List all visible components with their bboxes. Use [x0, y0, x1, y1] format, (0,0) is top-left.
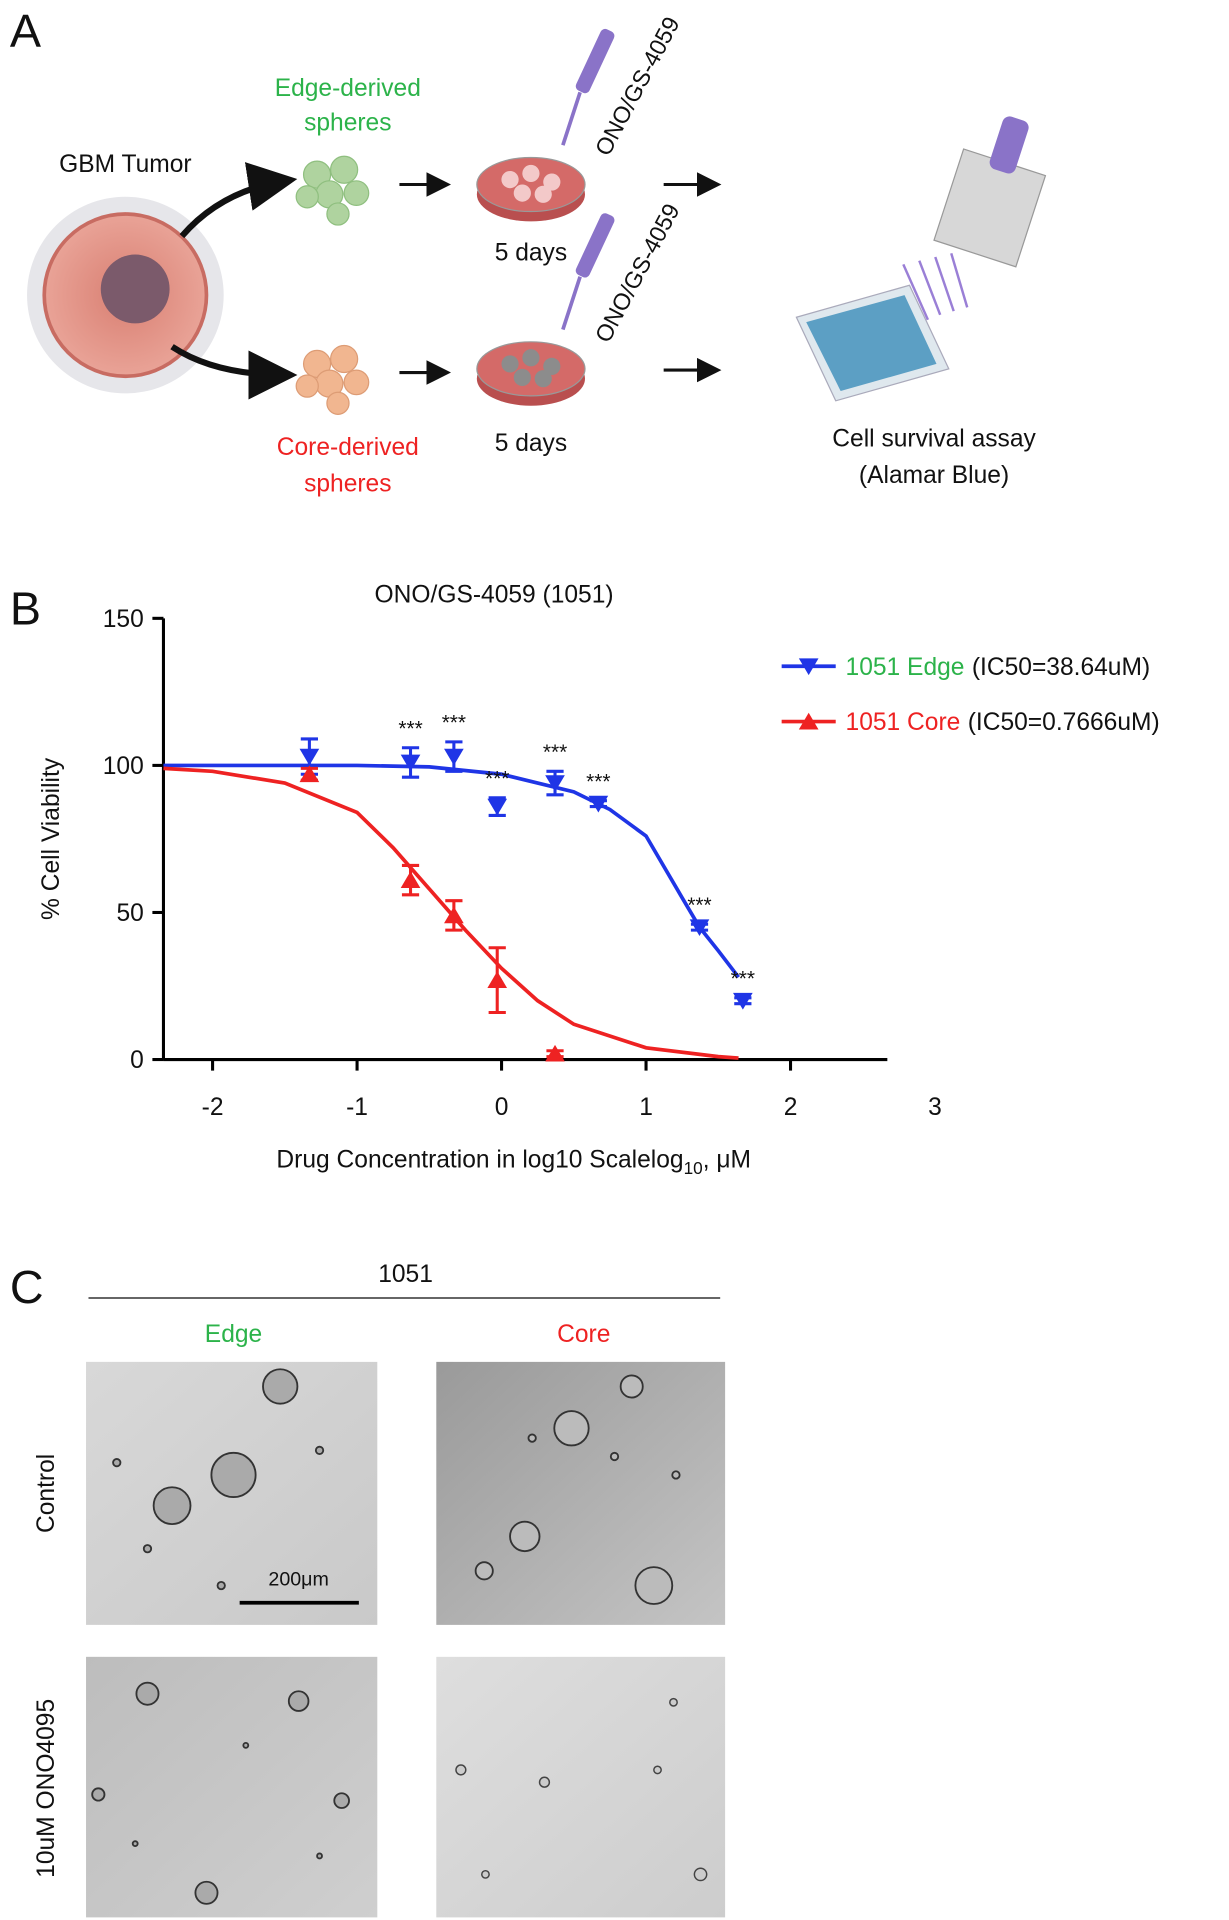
- micrograph: [86, 1361, 378, 1625]
- assay-label: (Alamar Blue): [859, 462, 1009, 489]
- significance-label: ***: [586, 770, 610, 793]
- edge-spheres-label: spheres: [304, 109, 391, 136]
- x-tick-label: 2: [784, 1094, 798, 1121]
- x-axis-label-part: Drug Concentration in log10 Scalelog: [276, 1147, 683, 1174]
- pipette: [561, 28, 615, 331]
- dish: [476, 341, 586, 406]
- x-tick-label: -1: [346, 1094, 368, 1121]
- x-tick-label: 0: [495, 1094, 509, 1121]
- legend-marker: [798, 658, 819, 676]
- edge-spheres: [295, 155, 370, 226]
- x-axis-label-part: , μM: [703, 1147, 751, 1174]
- data-point: [545, 775, 565, 792]
- legend-name: 1051 Core: [846, 709, 961, 736]
- significance-label: ***: [543, 741, 567, 764]
- days-label: 5 days: [495, 430, 567, 457]
- x-axis-label-part: 10: [684, 1158, 703, 1178]
- row-label: 10uM ONO4095: [33, 1699, 60, 1878]
- significance-label: ***: [442, 712, 466, 735]
- data-point: [545, 1044, 565, 1062]
- micrograph: [86, 1656, 378, 1918]
- edge-spheres-label: Edge-derived: [275, 75, 421, 102]
- y-tick-label: 50: [116, 900, 143, 927]
- panel-label: B: [10, 582, 41, 634]
- data-point: [588, 795, 609, 813]
- panel-label: C: [10, 1261, 44, 1313]
- x-axis-label: Drug Concentration in log10 Scalelog10, …: [276, 1147, 751, 1178]
- tumor-illustration: [27, 196, 224, 394]
- data-point: [400, 754, 421, 772]
- legend-entry: 1051 Core (IC50=0.7666uM): [846, 709, 1160, 736]
- micrograph: [436, 1656, 726, 1918]
- core-spheres-label: spheres: [304, 471, 391, 498]
- chart: ONO/GS-4059 (1051) % Cell Viability Drug C…: [38, 581, 1160, 1177]
- panel-label: A: [10, 5, 42, 57]
- column-label: Core: [557, 1321, 610, 1348]
- data-point: [400, 871, 421, 888]
- column-label: Edge: [205, 1321, 262, 1348]
- assay-illustration: [795, 116, 1047, 402]
- data-point: [299, 748, 320, 766]
- assay-label: Cell survival assay: [832, 425, 1036, 452]
- days-label: 5 days: [495, 240, 567, 267]
- micrograph: [436, 1361, 726, 1625]
- significance-label: ***: [398, 717, 422, 740]
- y-tick-label: 0: [130, 1047, 144, 1074]
- fit-curve: [163, 763, 740, 979]
- data-point: [299, 765, 320, 783]
- data-point: [487, 798, 508, 816]
- y-tick-label: 100: [103, 753, 144, 780]
- fit-curve: [163, 766, 739, 1060]
- arrow: [179, 162, 298, 239]
- row-label: Control: [33, 1454, 60, 1533]
- legend-entry: 1051 Edge (IC50=38.64uM): [846, 654, 1151, 681]
- x-tick-label: 1: [639, 1094, 653, 1121]
- data-point: [487, 971, 508, 988]
- data-point: [444, 906, 464, 924]
- legend-name: 1051 Edge: [846, 654, 965, 681]
- data-point: [689, 919, 710, 937]
- significance-label: ***: [687, 894, 711, 917]
- x-tick-label: -2: [202, 1094, 224, 1121]
- y-axis-label: % Cell Viability: [38, 757, 65, 920]
- legend-ic50: (IC50=38.64uM): [972, 654, 1150, 681]
- x-tick-label: 3: [928, 1094, 942, 1121]
- cell-line-label: 1051: [378, 1261, 433, 1288]
- data-point: [444, 748, 464, 766]
- significance-label: ***: [485, 767, 509, 790]
- chart-title: ONO/GS-4059 (1051): [375, 581, 614, 608]
- legend-ic50: (IC50=0.7666uM): [968, 709, 1160, 736]
- data-point: [733, 992, 753, 1010]
- legend-marker: [798, 712, 819, 730]
- y-tick-label: 150: [103, 606, 144, 633]
- tumor-label: GBM Tumor: [59, 151, 191, 178]
- scale-bar-label: 200μm: [268, 1569, 329, 1591]
- significance-label: ***: [731, 967, 755, 990]
- core-spheres: [295, 344, 370, 415]
- dish: [476, 156, 586, 222]
- core-spheres-label: Core-derived: [277, 434, 419, 461]
- arrow: [170, 344, 298, 400]
